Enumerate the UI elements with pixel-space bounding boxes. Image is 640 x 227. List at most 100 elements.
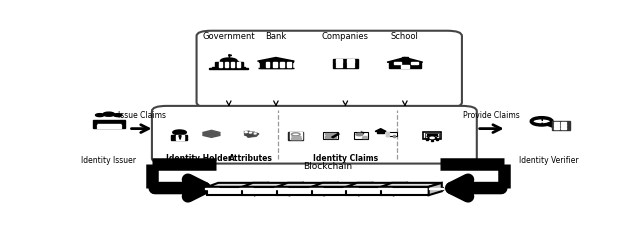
- Bar: [325, 137, 335, 138]
- Bar: [344, 188, 358, 189]
- Text: Identity Verifier: Identity Verifier: [519, 156, 579, 165]
- Bar: [309, 187, 323, 190]
- Bar: [561, 121, 566, 123]
- Bar: [561, 124, 566, 126]
- Bar: [97, 127, 121, 128]
- Circle shape: [430, 137, 434, 139]
- Polygon shape: [245, 132, 255, 137]
- Polygon shape: [203, 130, 220, 137]
- Bar: [288, 132, 303, 140]
- Bar: [402, 57, 408, 61]
- FancyBboxPatch shape: [152, 106, 477, 164]
- Text: Companies: Companies: [322, 32, 369, 41]
- Bar: [360, 132, 363, 133]
- Bar: [336, 66, 342, 67]
- Bar: [347, 59, 354, 61]
- Polygon shape: [375, 129, 386, 131]
- Bar: [220, 61, 237, 62]
- Bar: [362, 137, 367, 138]
- Polygon shape: [172, 135, 187, 140]
- Polygon shape: [324, 183, 338, 195]
- Bar: [388, 62, 421, 68]
- FancyBboxPatch shape: [196, 31, 462, 108]
- Bar: [561, 127, 566, 129]
- Polygon shape: [220, 58, 237, 61]
- Bar: [93, 121, 125, 128]
- Bar: [323, 132, 338, 139]
- Bar: [275, 187, 287, 190]
- Bar: [426, 139, 428, 140]
- Bar: [220, 62, 222, 67]
- Polygon shape: [242, 187, 290, 195]
- Circle shape: [209, 133, 214, 135]
- Circle shape: [356, 133, 363, 136]
- Bar: [378, 131, 384, 133]
- Polygon shape: [346, 183, 407, 187]
- Text: Provide Claims: Provide Claims: [463, 111, 520, 120]
- Bar: [205, 187, 218, 190]
- Bar: [347, 61, 354, 63]
- Text: Blockchain: Blockchain: [303, 163, 353, 171]
- Bar: [333, 59, 358, 69]
- Circle shape: [253, 133, 256, 134]
- Bar: [436, 139, 438, 140]
- Bar: [237, 62, 240, 67]
- Bar: [274, 188, 288, 189]
- Bar: [266, 62, 269, 67]
- Polygon shape: [242, 183, 303, 187]
- Bar: [386, 132, 389, 136]
- Circle shape: [210, 133, 212, 134]
- Bar: [554, 121, 559, 123]
- Circle shape: [114, 114, 122, 117]
- Text: Identity Claims: Identity Claims: [313, 154, 378, 163]
- Bar: [308, 188, 323, 189]
- Bar: [240, 187, 253, 190]
- Polygon shape: [207, 187, 255, 195]
- Polygon shape: [247, 133, 259, 137]
- Bar: [258, 68, 294, 69]
- Bar: [429, 188, 444, 189]
- Bar: [430, 187, 443, 190]
- Text: Issue Claims: Issue Claims: [118, 111, 166, 120]
- Bar: [225, 62, 228, 67]
- Bar: [431, 140, 433, 141]
- Polygon shape: [257, 57, 294, 61]
- Bar: [325, 136, 335, 137]
- Bar: [554, 127, 559, 129]
- Polygon shape: [290, 183, 303, 195]
- Bar: [291, 188, 305, 189]
- Polygon shape: [394, 183, 407, 195]
- Text: School: School: [391, 32, 419, 41]
- Text: Identity Issuer: Identity Issuer: [81, 156, 136, 165]
- Bar: [394, 62, 401, 64]
- Bar: [425, 133, 439, 138]
- Circle shape: [205, 132, 218, 136]
- Polygon shape: [312, 183, 372, 187]
- Bar: [336, 64, 342, 65]
- Text: !: !: [540, 116, 544, 126]
- Bar: [273, 62, 276, 67]
- Polygon shape: [179, 136, 181, 139]
- Polygon shape: [175, 135, 184, 140]
- Bar: [424, 132, 441, 139]
- Text: Government: Government: [202, 32, 255, 41]
- Bar: [401, 65, 409, 68]
- Polygon shape: [277, 187, 324, 195]
- Bar: [212, 67, 245, 68]
- Polygon shape: [244, 131, 253, 136]
- Bar: [552, 121, 570, 130]
- Bar: [326, 187, 339, 190]
- Text: Attributes: Attributes: [229, 154, 273, 163]
- Bar: [336, 61, 342, 63]
- Bar: [325, 188, 339, 189]
- Polygon shape: [359, 183, 372, 195]
- Polygon shape: [387, 57, 423, 62]
- Circle shape: [428, 136, 436, 139]
- Polygon shape: [312, 187, 359, 195]
- Polygon shape: [277, 183, 338, 187]
- Bar: [379, 187, 392, 190]
- Bar: [427, 133, 437, 135]
- Bar: [378, 188, 392, 189]
- Bar: [231, 62, 234, 67]
- Bar: [395, 187, 408, 190]
